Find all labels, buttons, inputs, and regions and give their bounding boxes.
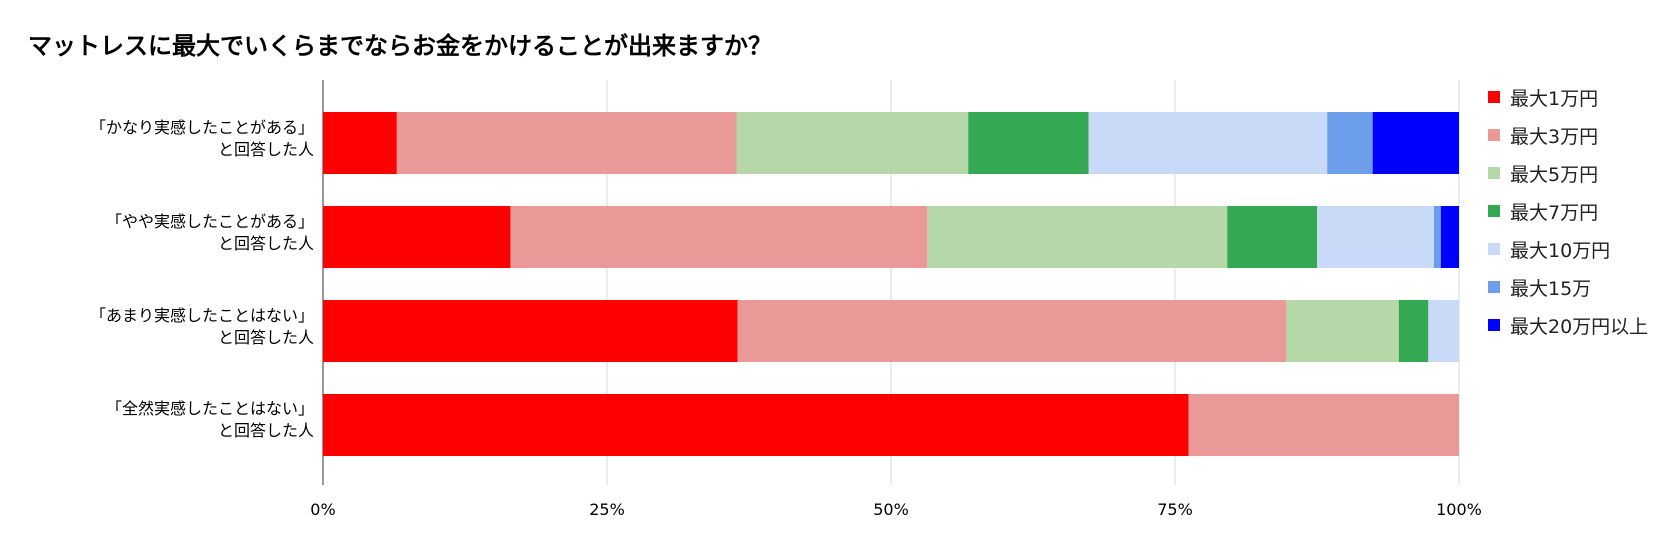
bar-segment [510, 206, 928, 268]
bar-segment [323, 394, 1189, 456]
legend-swatch [1488, 319, 1500, 331]
category-label: 「あまり実感したことはない」 と回答した人 [89, 306, 314, 347]
legend-swatch [1488, 281, 1500, 293]
bar-segment [323, 112, 397, 174]
legend-swatch [1488, 167, 1500, 179]
chart-title: マットレスに最大でいくらまでならお金をかけることが出来ますか？ [28, 32, 772, 60]
x-tick-label: 25% [589, 500, 625, 519]
bar-segment [1398, 300, 1429, 362]
bar-segment [737, 300, 1287, 362]
x-tick-label: 75% [1157, 500, 1193, 519]
bar-segment [1317, 206, 1435, 268]
legend-item: 最大20万円以上 [1488, 306, 1648, 344]
bar-segment [736, 112, 969, 174]
legend-item: 最大1万円 [1488, 78, 1648, 116]
bar-segment [396, 112, 737, 174]
bar-segment [1327, 112, 1373, 174]
legend-swatch [1488, 91, 1500, 103]
legend-item: 最大3万円 [1488, 116, 1648, 154]
bar-segment [1227, 206, 1317, 268]
legend-swatch [1488, 243, 1500, 255]
legend-item: 最大7万円 [1488, 192, 1648, 230]
legend-swatch [1488, 129, 1500, 141]
legend: 最大1万円 最大3万円 最大5万円 最大7万円 最大10万円 最大15万 最大2… [1488, 78, 1648, 344]
legend-item: 最大5万円 [1488, 154, 1648, 192]
bar-segment [323, 206, 511, 268]
bar-segment [1428, 300, 1459, 362]
x-tick-label: 50% [873, 500, 909, 519]
bar-segment [927, 206, 1228, 268]
category-label: 「全然実感したことはない」 と回答した人 [105, 399, 314, 440]
category-label: 「かなり実感したことがある」 と回答した人 [89, 118, 314, 159]
x-tick-label: 0% [310, 500, 336, 519]
legend-item: 最大15万 [1488, 268, 1648, 306]
category-label: 「やや実感したことがある」 と回答した人 [105, 212, 314, 253]
bar-segment [1088, 112, 1328, 174]
bar-segment [1286, 300, 1399, 362]
bar-segment [1372, 112, 1459, 174]
bar-segment [1434, 206, 1441, 268]
legend-swatch [1488, 205, 1500, 217]
bar-segment [968, 112, 1089, 174]
bar-segment [323, 300, 738, 362]
bar-segment [1188, 394, 1459, 456]
x-tick-label: 100% [1436, 500, 1482, 519]
bar-segment [1440, 206, 1459, 268]
legend-item: 最大10万円 [1488, 230, 1648, 268]
